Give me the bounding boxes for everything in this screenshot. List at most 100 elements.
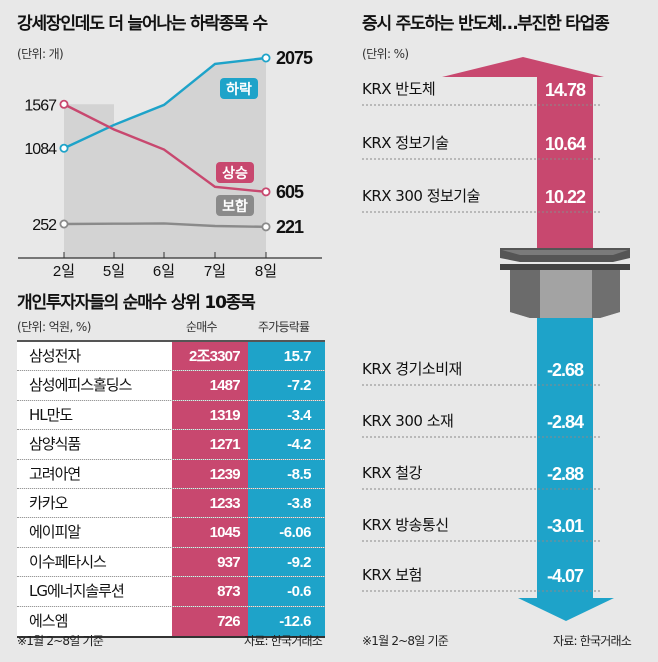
- sector-label: KRX 방송통신: [362, 516, 449, 534]
- data-point: [59, 219, 69, 229]
- sector-value: -2.84: [547, 412, 584, 432]
- price-change-value: -3.8: [247, 488, 325, 518]
- table-unit: (단위: 억원, %): [17, 320, 91, 334]
- sector-source: 자료: 한국거래소: [553, 634, 632, 648]
- data-point: [261, 187, 271, 197]
- stock-name: 에스엠: [17, 606, 172, 636]
- x-tick-label: 7일: [204, 263, 226, 280]
- table-row: 삼성에피스홀딩스 1487 -7.2: [17, 371, 325, 401]
- hexagon-base-graphic: [500, 248, 630, 318]
- sector-value: -3.01: [547, 516, 584, 536]
- sector-label: KRX 경기소비재: [362, 360, 462, 378]
- price-change-value: -8.5: [247, 459, 325, 488]
- sector-label: KRX 정보기술: [362, 134, 449, 152]
- down-arrow: [518, 290, 614, 621]
- x-tick-label: 5일: [103, 263, 125, 280]
- sector-label: KRX 철강: [362, 464, 423, 482]
- table-row: 고려아연 1239 -8.5: [17, 459, 325, 489]
- price-change-value: -0.6: [247, 577, 325, 606]
- stock-name: 고려아연: [17, 459, 172, 488]
- data-point: [59, 99, 69, 109]
- header-price-change: 주가등락률: [258, 320, 310, 334]
- stock-name: 이수페타시스: [17, 547, 172, 577]
- chart-plot-area: [64, 58, 266, 258]
- net-buy-value: 1487: [171, 371, 248, 400]
- table-title: 개인투자자들의 순매수 상위 10종목: [17, 293, 256, 313]
- sector-value: -2.88: [547, 464, 584, 484]
- data-label: 2075: [276, 48, 313, 68]
- data-label: 221: [276, 217, 304, 237]
- x-tick-label: 8일: [255, 263, 277, 280]
- net-buy-value: 1319: [171, 400, 248, 430]
- net-buy-value: 1045: [171, 518, 248, 547]
- sector-label: KRX 300 정보기술: [362, 187, 480, 205]
- series-line-하락: [63, 56, 267, 150]
- legend-label: 상승: [222, 166, 248, 182]
- table-row: HL만도 1319 -3.4: [17, 400, 325, 431]
- sector-value: 14.78: [545, 80, 586, 100]
- sector-footnote: ※1월 2~8일 기준: [362, 634, 449, 648]
- net-buy-value: 937: [171, 547, 248, 577]
- series-line-상승: [63, 103, 267, 194]
- legend-label: 보합: [222, 198, 248, 215]
- net-buy-value: 1239: [171, 459, 248, 488]
- sector-label: KRX 300 소재: [362, 412, 453, 430]
- sector-value: -2.68: [547, 360, 584, 380]
- stock-name: 삼성전자: [17, 342, 172, 371]
- x-tick-label: 2일: [53, 263, 75, 280]
- data-label: 1567: [24, 97, 57, 114]
- legend-tag-하락: [220, 78, 258, 99]
- net-buy-value: 726: [171, 606, 248, 636]
- data-point: [261, 53, 271, 63]
- x-tick-label: 6일: [153, 263, 175, 280]
- price-change-value: -6.06: [247, 518, 325, 547]
- table-row: 에스엠 726 -12.6: [17, 606, 325, 636]
- stock-name: 삼성에피스홀딩스: [17, 371, 172, 400]
- sector-label: KRX 반도체: [362, 80, 435, 98]
- sector-chart-unit: (단위: %): [362, 47, 409, 61]
- net-buy-value: 2조3307: [171, 342, 248, 371]
- table-source: 자료: 한국거래소: [244, 634, 323, 648]
- price-change-value: -7.2: [247, 371, 325, 400]
- price-change-value: -3.4: [247, 400, 325, 430]
- data-point: [59, 143, 69, 153]
- stock-name: 카카오: [17, 488, 172, 518]
- price-change-value: 15.7: [247, 342, 325, 371]
- table-row: 삼성전자 2조3307 15.7: [17, 342, 325, 372]
- net-buy-value: 1233: [171, 488, 248, 518]
- table-row: LG에너지솔루션 873 -0.6: [17, 577, 325, 607]
- data-label: 252: [32, 217, 57, 234]
- data-point: [261, 222, 271, 232]
- table-row: 카카오 1233 -3.8: [17, 488, 325, 519]
- sector-chart-title: 증시 주도하는 반도체…부진한 타업종: [362, 14, 610, 34]
- price-change-value: -9.2: [247, 547, 325, 577]
- price-change-value: -12.6: [247, 606, 325, 636]
- line-chart-title: 강세장인데도 더 늘어나는 하락종목 수: [17, 14, 268, 34]
- legend-tag-상승: [216, 162, 254, 183]
- net-buy-value: 1271: [171, 430, 248, 459]
- data-label: 1084: [24, 141, 57, 158]
- header-net-buy: 순매수: [186, 320, 218, 334]
- legend-tag-보합: [216, 195, 254, 216]
- data-label: 605: [276, 182, 304, 202]
- price-change-value: -4.2: [247, 430, 325, 459]
- stock-name: HL만도: [17, 400, 172, 430]
- sector-value: -4.07: [547, 566, 584, 586]
- stock-name: 에이피알: [17, 518, 172, 547]
- table-row: 에이피알 1045 -6.06: [17, 518, 325, 548]
- legend-label: 하락: [226, 81, 252, 98]
- stock-name: LG에너지솔루션: [17, 577, 172, 606]
- sector-arrow-chart: KRX 반도체 14.78 KRX 정보기술 10.64 KRX 300 정보기술 10.…: [362, 57, 630, 621]
- line-chart-unit: (단위: 개): [17, 47, 64, 61]
- stock-name: 삼양식품: [17, 430, 172, 459]
- table-row: 삼양식품 1271 -4.2: [17, 430, 325, 460]
- net-buy-value: 873: [171, 577, 248, 606]
- top10-table: 삼성전자 2조3307 15.7 삼성에피스홀딩스 1487 -7.2 HL만도 1319…: [17, 340, 325, 638]
- series-line-보합: [63, 222, 267, 229]
- sector-label: KRX 보험: [362, 566, 422, 584]
- table-row: 이수페타시스 937 -9.2: [17, 547, 325, 578]
- sector-value: 10.22: [545, 187, 586, 207]
- table-footnote: ※1월 2~8일 기준: [17, 634, 104, 648]
- sector-value: 10.64: [545, 134, 586, 154]
